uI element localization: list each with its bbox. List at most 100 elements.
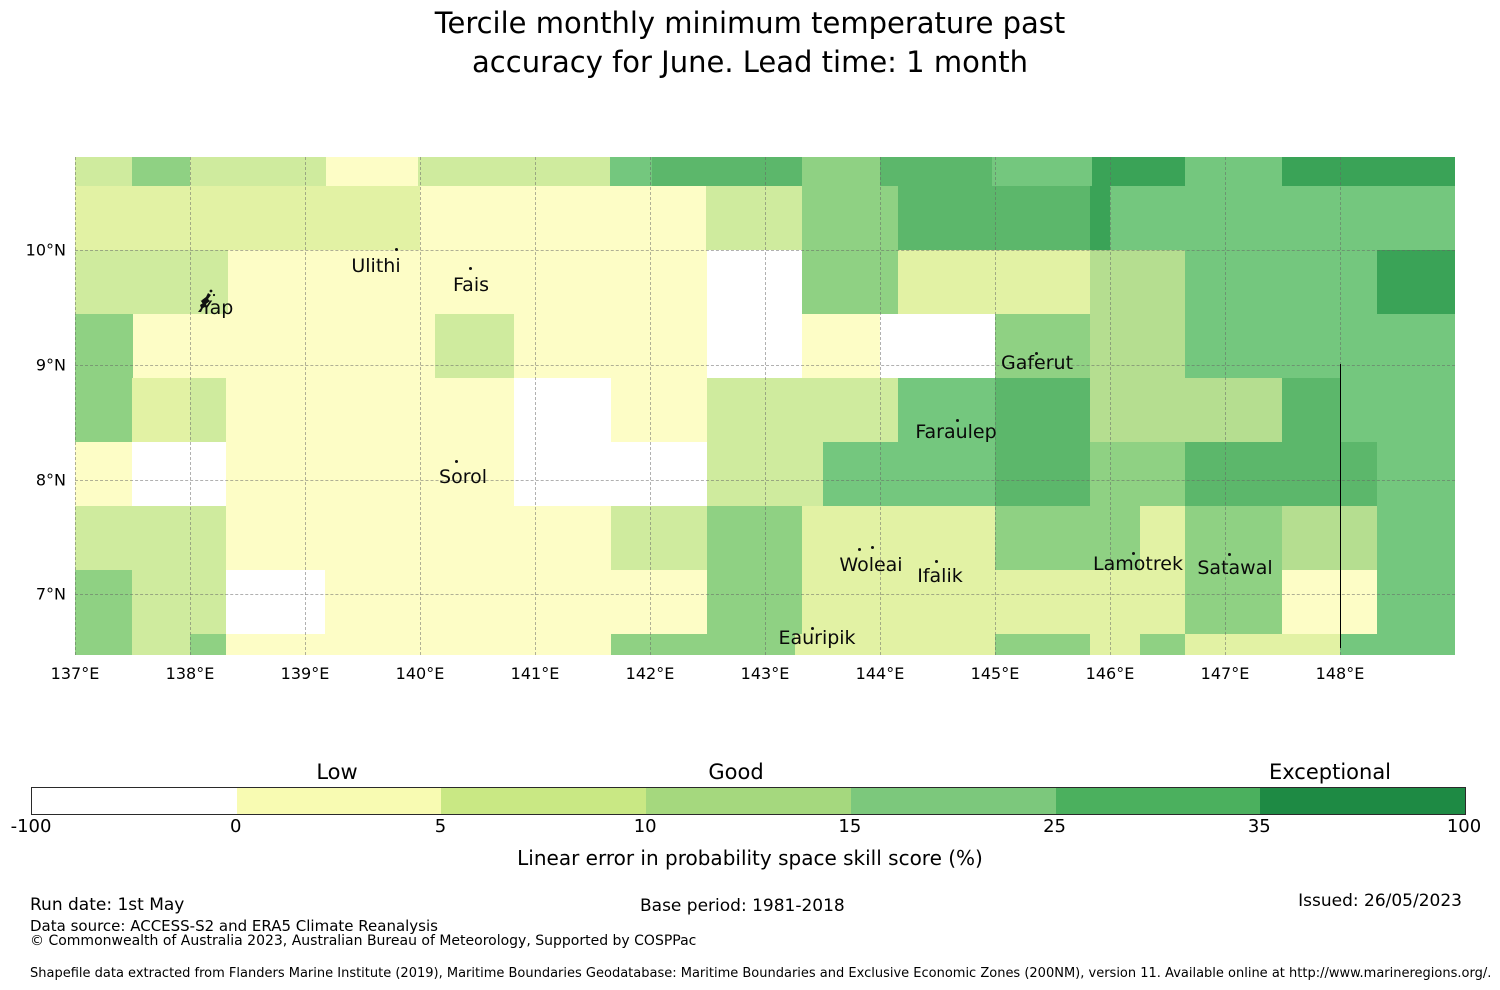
lon-tick-label: 144°E: [855, 664, 905, 683]
heatmap-cell: [995, 314, 1090, 378]
heatmap-cell: [898, 186, 1090, 250]
heatmap-cell: [795, 634, 995, 655]
heatmap-cell: [1090, 634, 1140, 655]
heatmap-cell: [707, 378, 898, 442]
map-gridline-vertical: [995, 157, 996, 655]
heatmap-cell: [1282, 378, 1340, 442]
colorbar-axis-label: Linear error in probability space skill …: [517, 846, 983, 870]
island-dot: [1132, 552, 1135, 555]
heatmap-cell: [823, 442, 995, 506]
colorbar-segment: [646, 788, 851, 814]
heatmap-cell: [1092, 157, 1185, 186]
map-gridline-vertical: [650, 157, 651, 655]
heatmap-cell: [802, 506, 995, 570]
island-label: Yap: [200, 297, 234, 319]
heatmap-cell: [898, 250, 1090, 314]
heatmap-cell: [133, 314, 435, 378]
heatmap-cell: [1140, 634, 1185, 655]
colorbar-segment: [1260, 788, 1465, 814]
lon-tick-label: 140°E: [395, 664, 445, 683]
heatmap-cell: [611, 378, 707, 442]
lat-tick-label: 8°N: [35, 470, 66, 489]
lon-tick-label: 143°E: [740, 664, 790, 683]
heatmap-cell: [514, 442, 707, 506]
heatmap-cell: [1377, 506, 1455, 570]
heatmap-cell: [1185, 506, 1282, 570]
lon-tick-label: 138°E: [165, 664, 215, 683]
map-gridline-horizontal: [75, 479, 1455, 481]
heatmap-cell: [132, 157, 190, 186]
heatmap-cell: [995, 506, 1140, 570]
heatmap-cell: [75, 506, 226, 570]
eez-boundary-line: [1340, 364, 1341, 648]
heatmap-cell: [75, 442, 132, 506]
colorbar-tick-label: 5: [434, 816, 447, 837]
island-dot: [1228, 553, 1231, 556]
base-period-text: Base period: 1981-2018: [640, 896, 845, 916]
island-dot: [455, 460, 458, 463]
heatmap-cell: [190, 157, 326, 186]
heatmap-cell: [1090, 442, 1185, 506]
lat-tick-label: 10°N: [25, 240, 66, 259]
heatmap-cell: [802, 186, 898, 250]
heatmap-cell: [1090, 378, 1282, 442]
island-dot: [469, 267, 472, 270]
island-dot: [956, 419, 959, 422]
heatmap-cell: [1090, 250, 1185, 314]
heatmap-cell: [132, 570, 226, 634]
heatmap-cell: [611, 634, 795, 655]
colorbar-category-label: Exceptional: [1268, 760, 1392, 784]
colorbar-category-label: Low: [316, 760, 358, 784]
heatmap-cell: [226, 634, 611, 655]
island-label: Sorol: [439, 466, 487, 488]
colorbar-tick-label: 100: [1446, 816, 1482, 837]
island-label: Faraulep: [915, 421, 997, 443]
heatmap-cell: [1090, 186, 1110, 250]
yap-island-shape: [198, 289, 216, 312]
colorbar-segment: [441, 788, 647, 814]
heatmap-cell: [1140, 506, 1185, 570]
heatmap-cell: [707, 570, 802, 634]
heatmap-cell: [75, 378, 132, 442]
copyright-text: © Commonwealth of Australia 2023, Austra…: [30, 933, 697, 949]
heatmap-cell: [75, 157, 132, 186]
heatmap-cell: [514, 378, 611, 442]
heatmap-cell: [707, 250, 802, 314]
heatmap-cell: [1185, 570, 1282, 634]
heatmap-cell: [190, 378, 226, 442]
map-gridline-vertical: [75, 157, 76, 655]
heatmap-cell: [802, 157, 880, 186]
heatmap-cell: [226, 570, 325, 634]
heatmap-cell: [226, 378, 514, 442]
heatmap-cell: [1090, 314, 1185, 378]
island-label: Woleai: [839, 554, 903, 576]
colorbar: [31, 787, 1466, 815]
colorbar-segment: [236, 788, 442, 814]
heatmap-cell: [1185, 634, 1340, 655]
island-dot: [858, 548, 861, 551]
colorbar-tick-label: 0: [229, 816, 242, 837]
chart-title-line2: accuracy for June. Lead time: 1 month: [472, 45, 1028, 79]
map-gridline-vertical: [765, 157, 766, 655]
heatmap-cell: [652, 157, 802, 186]
heatmap-cell: [802, 314, 880, 378]
colorbar-tick-label: 25: [1043, 816, 1067, 837]
lon-tick-label: 142°E: [625, 664, 675, 683]
lat-tick-label: 7°N: [35, 584, 66, 604]
heatmap-cell: [75, 570, 132, 634]
island-label: Ulithi: [351, 255, 401, 277]
lon-tick-label: 141°E: [510, 664, 560, 683]
issued-date-text: Issued: 26/05/2023: [1298, 891, 1462, 911]
colorbar-tick-label: 15: [838, 816, 862, 837]
map-gridline-vertical: [190, 157, 191, 655]
island-label: Satawal: [1197, 557, 1273, 579]
heatmap-cell: [420, 186, 706, 250]
colorbar-category-label: Good: [708, 760, 764, 784]
map-gridline-horizontal: [75, 249, 1455, 251]
heatmap-cell: [898, 378, 995, 442]
run-date-text: Run date: 1st May: [30, 895, 185, 915]
heatmap-cell: [75, 250, 228, 314]
heatmap-cell: [1282, 506, 1377, 570]
map-canvas: Ulithi Yap Fais Sorol Gaferut Faraulep Woleai I…: [75, 157, 1455, 655]
